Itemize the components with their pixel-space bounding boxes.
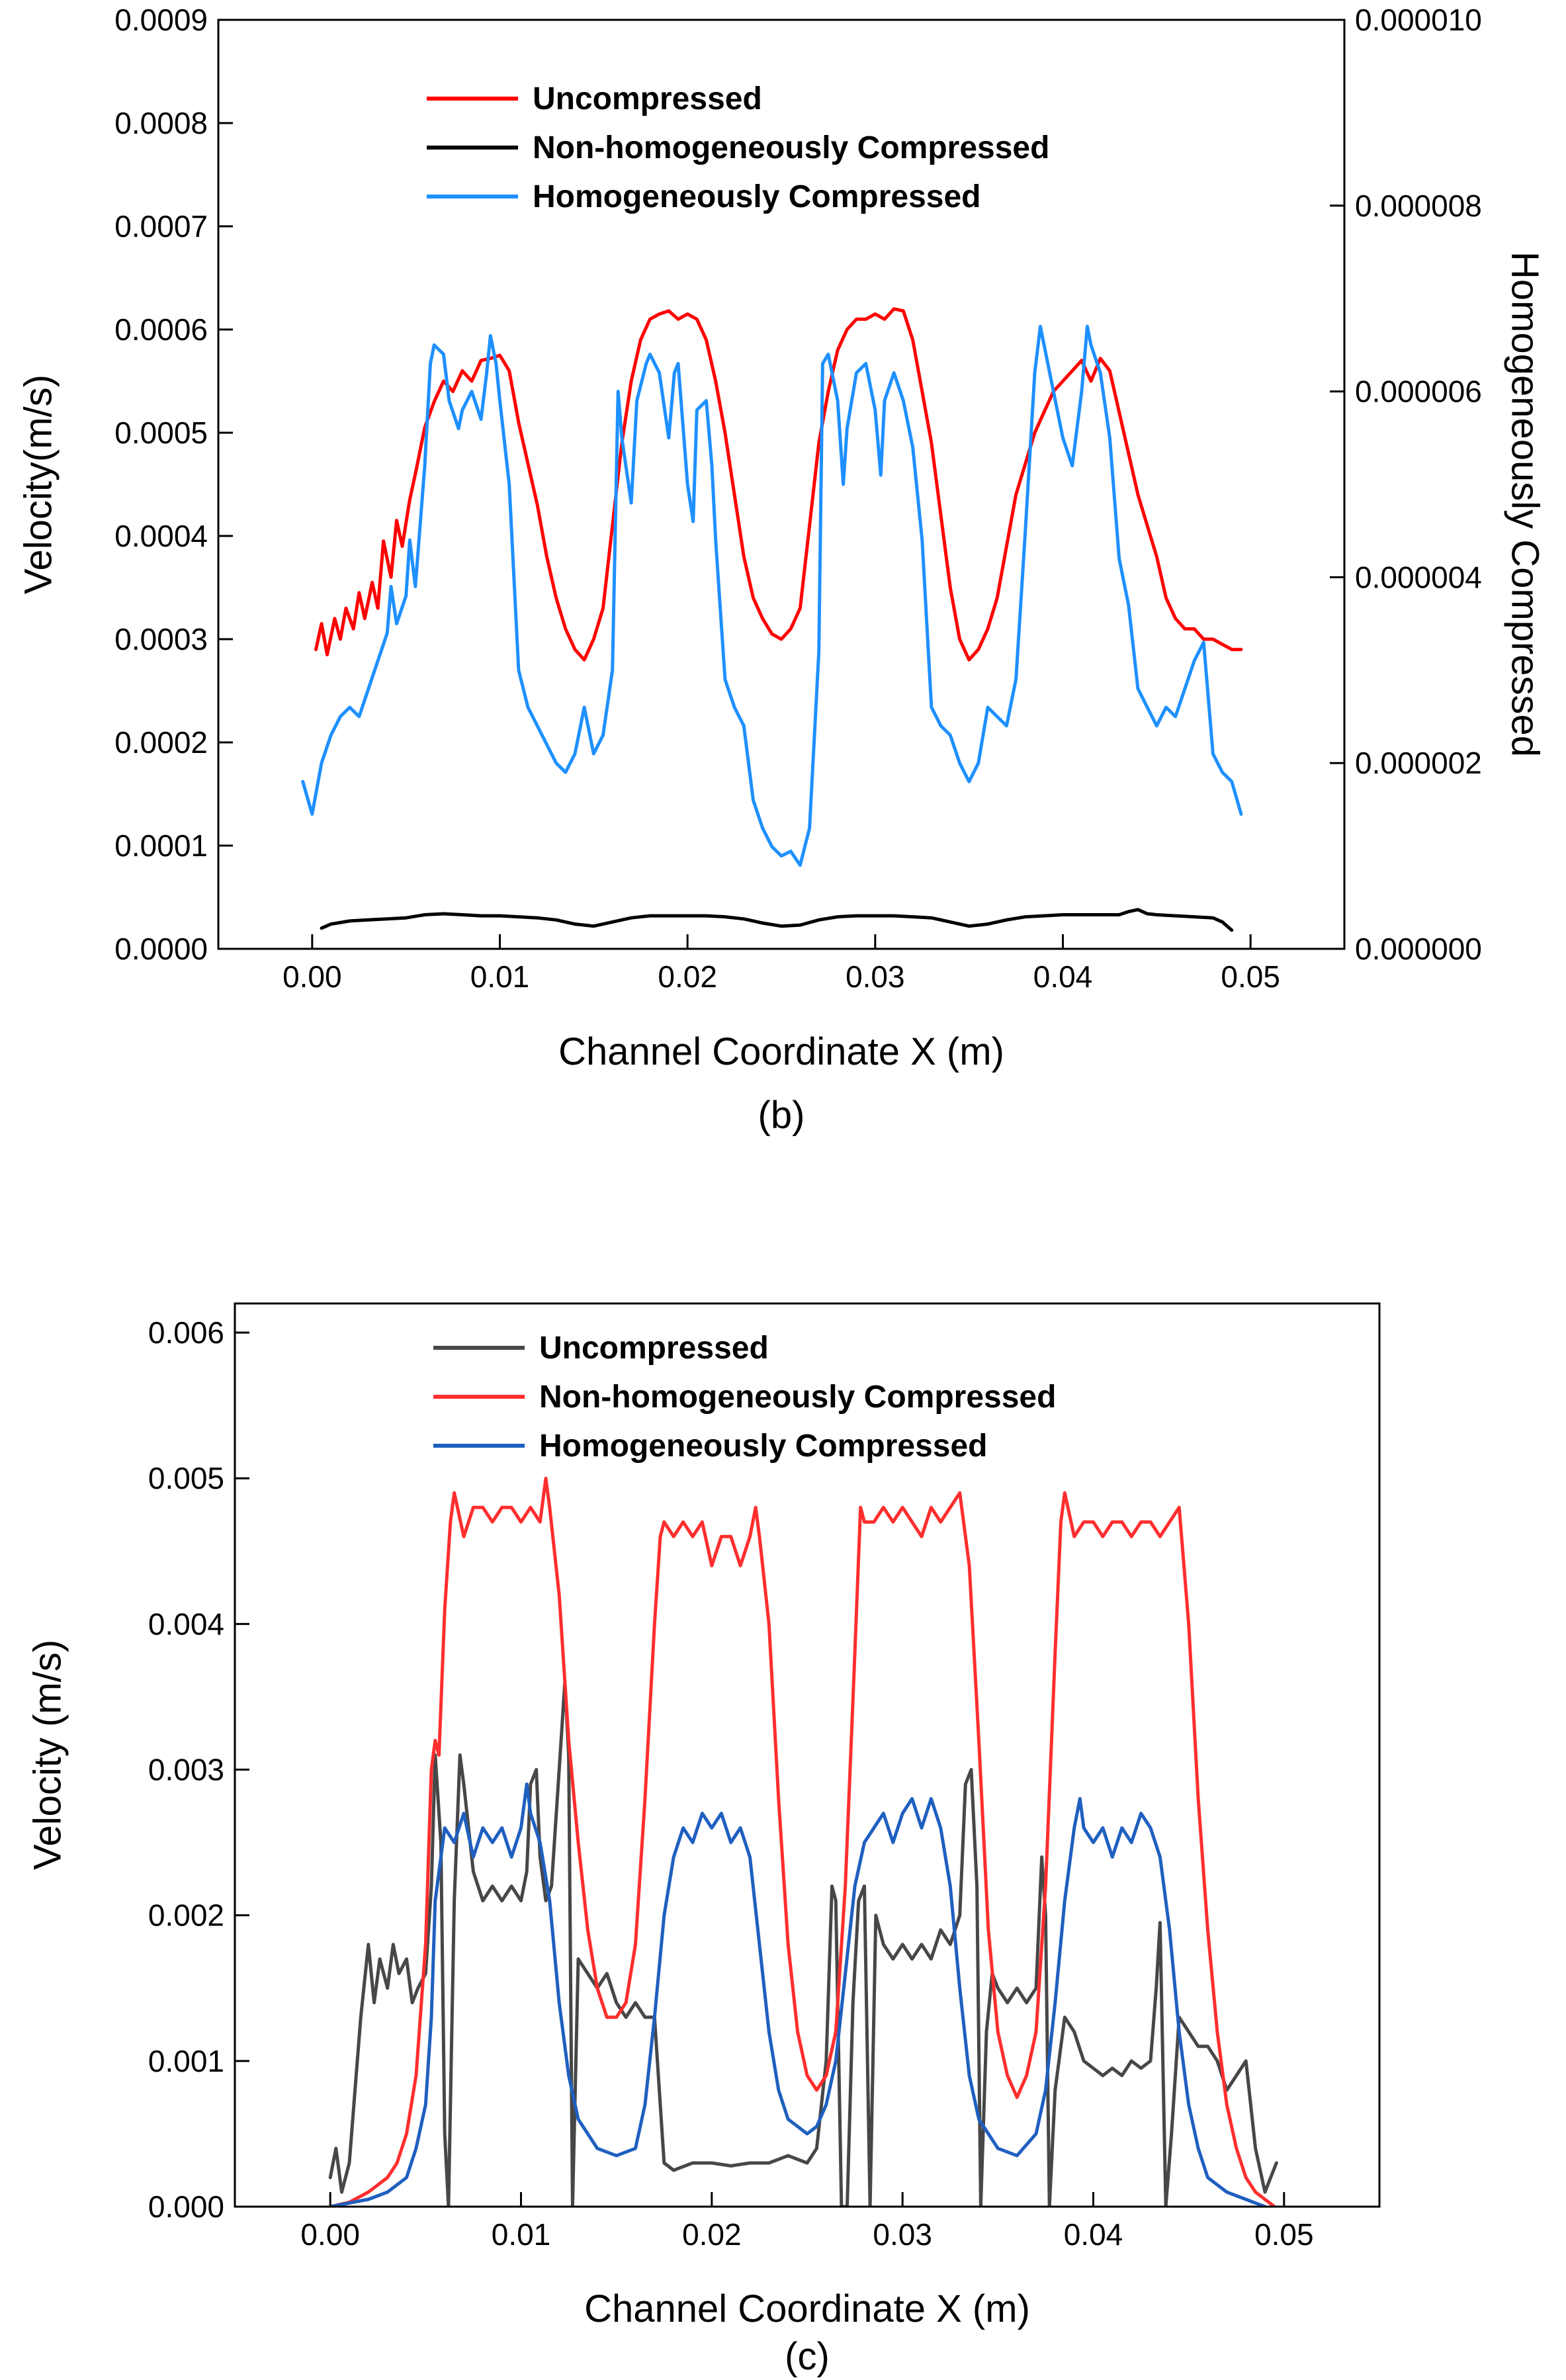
chart-b-y-axis-title-left: Velocity(m/s) — [17, 375, 60, 594]
legend-label: Uncompressed — [539, 1330, 769, 1366]
y-left-tick-label: 0.005 — [148, 1461, 224, 1495]
legend-label: Homogeneously Compressed — [539, 1428, 988, 1464]
legend-label: Non-homogeneously Compressed — [539, 1379, 1057, 1415]
y-right-tick-label: 0.000000 — [1355, 932, 1482, 966]
legend-item-homogeneously-compressed: Homogeneously Compressed — [433, 1421, 1056, 1470]
x-tick-label: 0.04 — [1064, 2217, 1123, 2252]
chart-b-caption: (b) — [758, 1094, 805, 1137]
chart-c-y-axis-title: Velocity (m/s) — [26, 1639, 69, 1871]
x-tick-label: 0.03 — [873, 2217, 932, 2252]
y-left-tick-label: 0.0000 — [114, 932, 208, 966]
x-tick-label: 0.04 — [1033, 959, 1093, 994]
x-tick-label: 0.05 — [1254, 2217, 1314, 2252]
legend-line-sample — [433, 1395, 525, 1399]
x-tick-label: 0.00 — [300, 2217, 360, 2252]
y-left-tick-label: 0.000 — [148, 2189, 224, 2224]
legend-line-sample — [427, 146, 518, 150]
legend-item-uncompressed: Uncompressed — [433, 1323, 1056, 1372]
chart-c-section: 0.00 0.01 0.02 0.03 0.04 0.05 0.000 0.001 0.002 0… — [0, 1297, 1566, 2380]
y-right-tick-label: 0.000010 — [1355, 3, 1482, 37]
chart-c-canvas: 0.00 0.01 0.02 0.03 0.04 0.05 0.000 0.001 0.002 0… — [148, 1302, 1381, 2252]
x-tick-label: 0.02 — [682, 2217, 742, 2252]
y-left-tick-label: 0.001 — [148, 2044, 224, 2078]
legend-item-non-homogeneously-compressed: Non-homogeneously Compressed — [433, 1372, 1056, 1421]
x-tick-label: 0.05 — [1221, 959, 1280, 994]
y-left-tick-label: 0.004 — [148, 1607, 224, 1641]
y-left-tick-label: 0.0002 — [114, 725, 208, 760]
y-right-tick-label: 0.000006 — [1355, 375, 1482, 409]
series-non-homogeneously-compressed — [320, 908, 1234, 932]
legend-item-uncompressed: Uncompressed — [427, 74, 1049, 123]
y-left-tick-label: 0.0003 — [114, 622, 208, 656]
x-tick-label: 0.00 — [283, 959, 342, 994]
y-left-tick-label: 0.0006 — [114, 312, 208, 347]
y-right-tick-label: 0.000008 — [1355, 189, 1482, 223]
series-uncompressed — [328, 1680, 1278, 2207]
legend-item-homogeneously-compressed: Homogeneously Compressed — [427, 172, 1049, 221]
y-left-tick-label: 0.0005 — [114, 416, 208, 450]
legend-line-sample — [433, 1444, 525, 1448]
y-right-tick-label: 0.000004 — [1355, 560, 1482, 594]
y-left-tick-label: 0.0009 — [114, 3, 208, 37]
y-left-tick-label: 0.0004 — [114, 519, 208, 553]
legend-line-sample — [433, 1346, 525, 1350]
y-left-tick-label: 0.006 — [148, 1315, 224, 1350]
x-tick-label: 0.01 — [470, 959, 530, 994]
legend-line-sample — [427, 97, 518, 101]
chart-b-legend: Uncompressed Non-homogeneously Compresse… — [427, 74, 1049, 221]
plot-frame — [234, 1302, 1381, 2208]
x-tick-label: 0.01 — [492, 2217, 551, 2252]
y-right-tick-label: 0.000002 — [1355, 746, 1482, 780]
legend-label: Non-homogeneously Compressed — [533, 130, 1050, 165]
x-tick-label: 0.02 — [658, 959, 717, 994]
legend-line-sample — [427, 195, 518, 198]
series-non-homogeneously-compressed — [328, 1476, 1276, 2207]
legend-label: Homogeneously Compressed — [533, 179, 981, 214]
chart-c-caption: (c) — [785, 2335, 830, 2378]
chart-c-legend: Uncompressed Non-homogeneously Compresse… — [433, 1323, 1056, 1470]
x-tick-label: 0.03 — [846, 959, 905, 994]
series-homogeneously-compressed — [301, 324, 1243, 867]
chart-b-canvas: 0.00 0.01 0.02 0.03 0.04 0.05 0.0000 0.0001 0.00… — [114, 3, 1482, 994]
y-left-tick-label: 0.0007 — [114, 209, 208, 243]
series-homogeneously-compressed — [328, 1783, 1267, 2207]
chart-b-x-axis-title: Channel Coordinate X (m) — [558, 1030, 1004, 1073]
plot-frame — [217, 19, 1346, 950]
y-left-tick-label: 0.003 — [148, 1753, 224, 1787]
y-left-tick-label: 0.0001 — [114, 828, 208, 863]
series-uncompressed — [314, 307, 1243, 662]
y-left-tick-label: 0.002 — [148, 1898, 224, 1933]
legend-item-non-homogeneously-compressed: Non-homogeneously Compressed — [427, 123, 1049, 172]
y-left-tick-label: 0.0008 — [114, 106, 208, 140]
chart-c-x-axis-title: Channel Coordinate X (m) — [584, 2287, 1030, 2330]
chart-b-y-axis-title-right: Homogeneously Compressed — [1503, 251, 1547, 758]
legend-label: Uncompressed — [533, 81, 762, 116]
chart-b-section: 0.00 0.01 0.02 0.03 0.04 0.05 0.0000 0.0001 0.00… — [0, 0, 1566, 1178]
